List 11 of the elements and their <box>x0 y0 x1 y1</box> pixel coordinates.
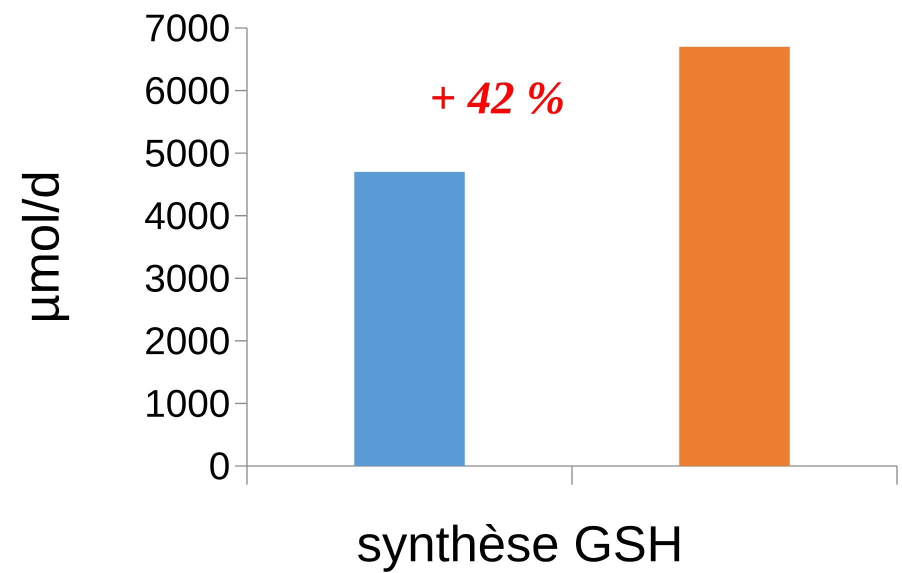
y-tick-label: 6000 <box>146 76 229 104</box>
y-tick-label: 3000 <box>146 264 229 292</box>
y-tick-label: 5000 <box>146 139 229 167</box>
y-tick-label: 0 <box>210 452 229 480</box>
x-axis-title: synthèse GSH <box>358 524 680 572</box>
y-tick-label: 4000 <box>145 202 229 230</box>
y-tick-label: 7000 <box>146 14 229 42</box>
y-axis-title: µmol/d <box>22 174 70 320</box>
annotation: + 42 % <box>432 82 563 114</box>
y-tick-label: 1000 <box>147 390 229 418</box>
y-tick-label: 2000 <box>146 327 229 355</box>
